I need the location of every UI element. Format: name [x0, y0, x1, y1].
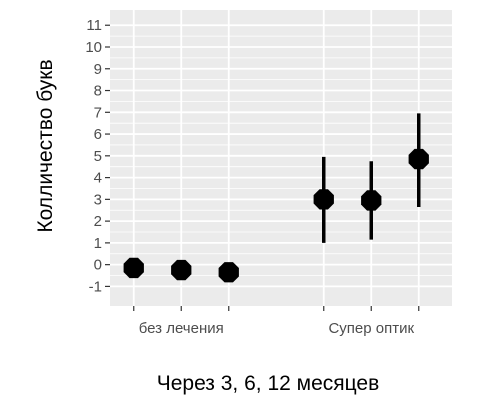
data-points — [123, 148, 429, 283]
data-point — [313, 189, 334, 210]
y-tick-label: 7 — [94, 104, 102, 121]
data-point — [123, 257, 144, 279]
y-tick-label: 8 — [94, 83, 102, 100]
y-tick-label: 6 — [94, 126, 102, 143]
y-tick-label: 5 — [94, 148, 102, 165]
y-tick-label: -1 — [89, 278, 102, 295]
x-axis-title: Через 3, 6, 12 месяцев — [157, 372, 380, 395]
y-axis-ticks: -1 0 1 2 3 4 5 6 7 8 9 10 11 — [85, 17, 110, 295]
y-tick-label: 10 — [85, 39, 102, 56]
y-axis-title: Колличество букв — [34, 59, 57, 232]
data-point — [361, 190, 382, 211]
y-tick-label: 3 — [94, 191, 102, 208]
y-tick-label: 2 — [94, 213, 102, 230]
data-point — [408, 148, 429, 170]
y-tick-label: 1 — [94, 235, 102, 252]
data-point — [171, 259, 192, 281]
y-tick-label: 4 — [94, 170, 102, 187]
x-tick-label: Супер оптик — [328, 320, 414, 337]
x-tick-label: без лечения — [139, 320, 224, 337]
y-tick-label: 0 — [94, 257, 102, 274]
plot-panel — [110, 10, 452, 306]
y-tick-label: 11 — [86, 17, 102, 34]
data-point — [218, 262, 239, 283]
horizontal-gridlines — [110, 24, 452, 288]
x-axis-ticks: без лечения Супер оптик — [133, 306, 420, 337]
y-tick-label: 9 — [94, 61, 102, 78]
